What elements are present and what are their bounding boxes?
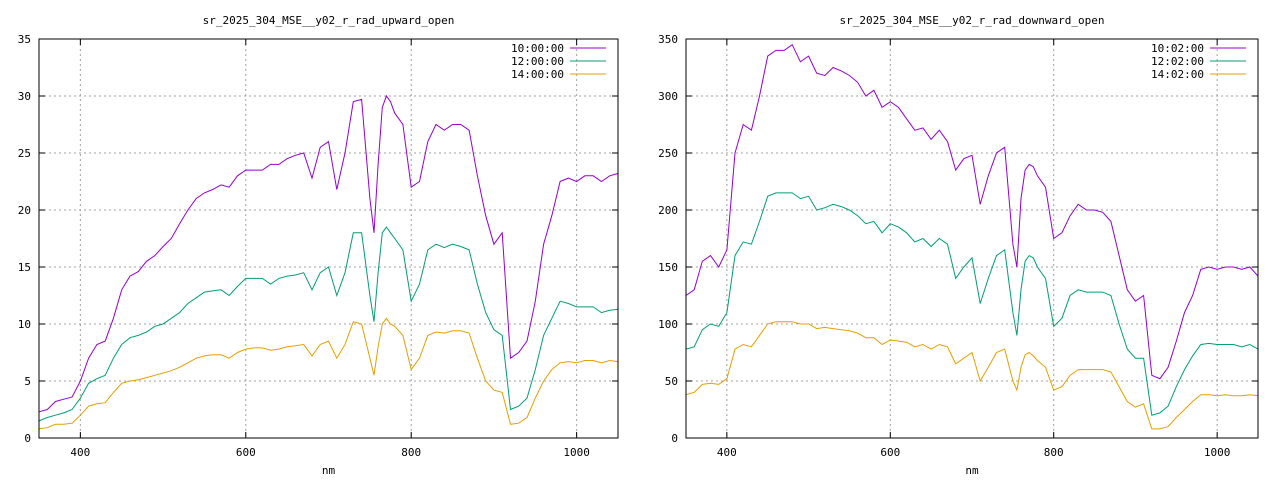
y-tick-label: 10: [18, 318, 31, 331]
chart-panel-1: sr_2025_304_MSE__y02_r_rad_upward_open 0 5…: [18, 14, 619, 477]
x-tick-label: 1000: [563, 446, 590, 459]
y-tick-label: 200: [658, 204, 678, 217]
legend-label: 14:02:00: [1151, 68, 1204, 81]
x-tick-label: 600: [880, 446, 900, 459]
y-tick-label: 15: [18, 261, 31, 274]
y-tick-label: 0: [24, 432, 31, 445]
y-tick-label: 30: [18, 90, 31, 103]
legend-label: 12:00:00: [511, 55, 564, 68]
chart-panel-2: sr_2025_304_MSE__y02_r_rad_downward_open…: [658, 14, 1259, 477]
y-tick-label: 5: [24, 375, 31, 388]
y-tick-label: 25: [18, 147, 31, 160]
chart-title: sr_2025_304_MSE__y02_r_rad_downward_open: [840, 14, 1105, 27]
y-tick-label: 350: [658, 33, 678, 46]
y-tick-label: 0: [671, 432, 678, 445]
series-line-2: [38, 226, 619, 422]
x-tick-label: 800: [1044, 446, 1064, 459]
y-tick-label: 50: [665, 375, 678, 388]
x-tick-label: 400: [70, 446, 90, 459]
grid: [686, 39, 1258, 438]
series-line-3: [38, 317, 619, 430]
x-axis-label: nm: [965, 464, 979, 477]
y-tick-label: 100: [658, 318, 678, 331]
y-tick-label: 150: [658, 261, 678, 274]
y-tick-label: 35: [18, 33, 31, 46]
legend-label: 12:02:00: [1151, 55, 1204, 68]
x-tick-label: 800: [401, 446, 421, 459]
series-line-2: [685, 192, 1259, 416]
legend-label: 10:02:00: [1151, 42, 1204, 55]
legend-label: 14:00:00: [511, 68, 564, 81]
series-line-1: [685, 43, 1259, 380]
y-tick-label: 20: [18, 204, 31, 217]
x-axis-label: nm: [322, 464, 336, 477]
legend-label: 10:00:00: [511, 42, 564, 55]
series-line-1: [38, 94, 619, 413]
grid: [39, 39, 618, 438]
plot-frame: [685, 38, 1259, 439]
series-line-3: [685, 321, 1259, 430]
chart-title: sr_2025_304_MSE__y02_r_rad_upward_open: [203, 14, 455, 27]
y-tick-label: 250: [658, 147, 678, 160]
x-tick-label: 600: [236, 446, 256, 459]
y-tick-label: 300: [658, 90, 678, 103]
plot-frame: [38, 38, 619, 439]
x-tick-label: 400: [717, 446, 737, 459]
x-tick-label: 1000: [1204, 446, 1231, 459]
